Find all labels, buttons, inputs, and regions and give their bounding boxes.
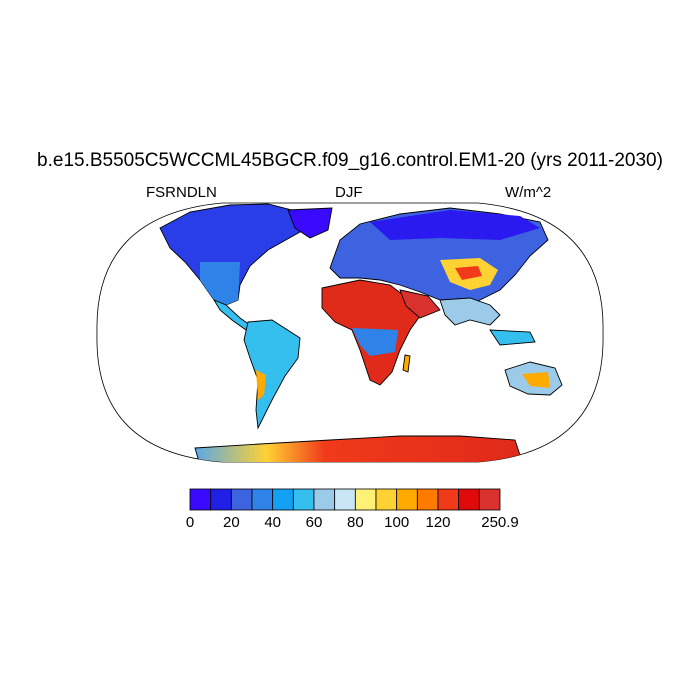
colorbar-box	[375, 488, 398, 511]
colorbar-box	[396, 488, 418, 511]
madagascar	[402, 354, 411, 373]
africa-central	[352, 328, 398, 356]
north-america-south	[200, 262, 240, 305]
greenland	[287, 207, 333, 239]
colorbar-tick-label: 100	[384, 514, 410, 531]
arabian-peninsula	[399, 289, 441, 319]
units-label: W/m^2	[505, 184, 552, 201]
colorbar	[189, 488, 501, 511]
colorbar-box	[437, 488, 460, 511]
colorbar-tick-label: 0	[185, 514, 195, 531]
colorbar-box	[189, 488, 212, 511]
colorbar-tick-label: 250.9	[481, 514, 519, 531]
colorbar-box	[416, 488, 439, 511]
colorbar-tick-label: 80	[346, 514, 364, 531]
colorbar-box	[230, 488, 253, 511]
colorbar-tick-label: 40	[264, 514, 281, 531]
colorbar-box	[458, 488, 480, 511]
colorbar-tick-label: 60	[305, 514, 323, 531]
colorbar-box	[334, 488, 356, 511]
colorbar-tick-label: 120	[425, 514, 451, 531]
siberia	[370, 210, 540, 240]
tibet	[455, 266, 482, 280]
variable-name: FSRNDLN	[146, 184, 217, 201]
south-america	[243, 319, 301, 430]
colorbar-box	[478, 488, 501, 511]
season-label: DJF	[335, 184, 363, 201]
south-america-andes	[256, 370, 266, 400]
colorbar-box	[272, 488, 294, 511]
colorbar-tick-label: 20	[222, 514, 240, 531]
south-asia	[439, 297, 501, 326]
colorbar-box	[313, 488, 336, 511]
colorbar-box	[251, 488, 274, 511]
australia-interior	[522, 372, 550, 388]
plot-title: b.e15.B5505C5WCCML45BGCR.f09_g16.control…	[37, 150, 663, 171]
colorbar-box	[210, 488, 232, 511]
antarctica	[194, 435, 521, 462]
colorbar-box	[292, 488, 315, 511]
maritime-continent	[489, 329, 536, 346]
colorbar-box	[354, 488, 377, 511]
